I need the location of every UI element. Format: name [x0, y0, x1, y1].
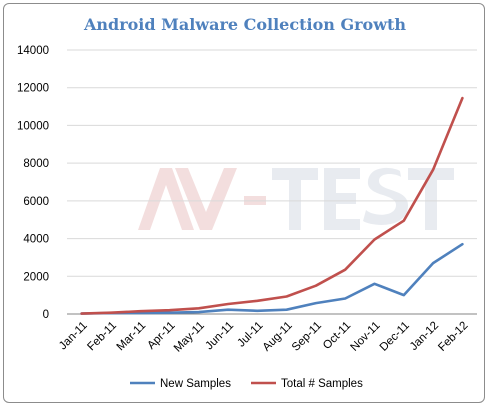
legend: New Samples Total # Samples [130, 378, 363, 390]
x-tick-label: May-11 [172, 320, 207, 355]
x-tick-label: Nov-11 [349, 320, 383, 354]
x-tick-label: Jan-11 [57, 320, 90, 353]
x-tick-label: Aug-11 [261, 320, 295, 354]
x-tick-label: Feb-11 [85, 320, 119, 354]
y-tick-label: 0 [43, 309, 49, 321]
x-tick-label: Jun-11 [203, 320, 236, 353]
y-tick-label: 6000 [23, 196, 49, 208]
x-tick-label: Jan-12 [408, 320, 441, 353]
legend-label: Total # Samples [281, 378, 363, 390]
series-lines [80, 96, 464, 315]
legend-item: New Samples [130, 378, 231, 390]
chart-frame [3, 3, 485, 403]
y-tick-label: 4000 [23, 234, 49, 246]
series-line-0 [80, 242, 464, 315]
gridlines [67, 49, 477, 277]
x-tick-label: Feb-12 [436, 320, 470, 354]
series-line-1 [80, 96, 464, 315]
y-tick-label: 10000 [17, 120, 49, 132]
y-tick-label: 8000 [23, 158, 49, 170]
x-tick-label: Sep-11 [290, 320, 324, 354]
x-tick-label: Dec-11 [378, 320, 412, 354]
y-tick-label: 14000 [17, 45, 49, 57]
x-tick-label: Oct-11 [321, 320, 353, 352]
av-test-watermark-logo [138, 167, 454, 230]
y-tick-label: 12000 [17, 83, 49, 95]
x-tick-label: Mar-11 [115, 320, 149, 354]
chart-title: Android Malware Collection Growth [83, 15, 406, 34]
legend-label: New Samples [160, 378, 231, 390]
y-tick-label: 2000 [23, 271, 49, 283]
legend-item: Total # Samples [251, 378, 363, 390]
y-axis-tick-labels: 0 2000 4000 6000 8000 10000 12000 14000 [17, 45, 49, 321]
